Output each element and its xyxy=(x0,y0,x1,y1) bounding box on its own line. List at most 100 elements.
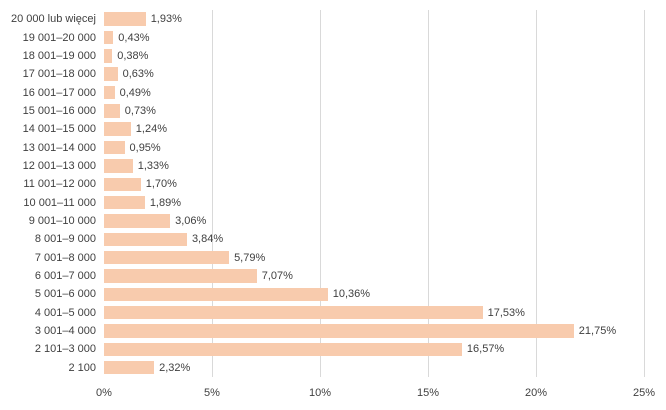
value-label: 17,53% xyxy=(487,306,525,319)
bar-row: 7 001–8 000 5,79% xyxy=(0,248,644,266)
value-label: 3,06% xyxy=(175,214,207,227)
x-tick-label: 20% xyxy=(524,387,548,399)
bar-row: 12 001–13 000 1,33% xyxy=(0,157,644,175)
value-label: 0,73% xyxy=(124,104,156,117)
bar-row: 5 001–6 000 10,36% xyxy=(0,285,644,303)
value-label: 0,49% xyxy=(119,86,151,99)
bar-track: 2,32% xyxy=(104,359,644,377)
bar-track: 1,93% xyxy=(104,10,644,28)
bar-row: 19 001–20 000 0,43% xyxy=(0,28,644,46)
bar-row: 20 000 lub więcej 1,93% xyxy=(0,10,644,28)
category-label: 18 001–19 000 xyxy=(22,49,96,62)
category-label: 13 001–14 000 xyxy=(22,141,96,154)
bar xyxy=(104,195,145,210)
bar xyxy=(104,122,131,136)
category-label: 14 001–15 000 xyxy=(22,123,96,136)
bar-row: 3 001–4 000 21,75% xyxy=(0,322,644,340)
bar-row: 9 001–10 000 3,06% xyxy=(0,212,644,230)
value-label: 0,63% xyxy=(122,68,154,81)
bar-row: 15 001–16 000 0,73% xyxy=(0,102,644,120)
gridline xyxy=(212,10,213,377)
value-label: 0,95% xyxy=(129,141,161,154)
gridlines xyxy=(104,10,645,377)
x-tick-label: 5% xyxy=(204,387,220,399)
bar-row: 2 100 2,32% xyxy=(0,359,644,377)
category-label: 6 001–7 000 xyxy=(34,269,96,282)
value-label: 0,43% xyxy=(118,31,150,44)
bar-track: 1,33% xyxy=(104,157,644,175)
value-label: 0,38% xyxy=(117,49,149,62)
x-axis: 0% 5% 10% 15% 20% 25% xyxy=(96,387,655,403)
x-tick-label: 15% xyxy=(416,387,440,399)
bar xyxy=(104,85,115,100)
category-label: 20 000 lub więcej xyxy=(10,13,96,26)
bar xyxy=(104,140,125,155)
bar-track: 0,38% xyxy=(104,47,644,65)
bar-track: 0,49% xyxy=(104,83,644,101)
bar xyxy=(104,12,146,26)
bar xyxy=(104,159,133,173)
value-label: 1,93% xyxy=(150,13,182,26)
value-label: 16,57% xyxy=(466,343,505,356)
category-label: 17 001–18 000 xyxy=(22,68,96,81)
bar xyxy=(104,360,155,375)
bar xyxy=(104,67,118,81)
bar xyxy=(104,250,230,265)
x-tick-label: 25% xyxy=(632,387,656,399)
bar xyxy=(104,30,114,45)
value-label: 1,24% xyxy=(135,123,167,136)
category-label: 10 001–11 000 xyxy=(23,196,96,209)
category-label: 9 001–10 000 xyxy=(28,214,96,227)
bar-row: 8 001–9 000 3,84% xyxy=(0,230,644,248)
bar-row: 18 001–19 000 0,38% xyxy=(0,47,644,65)
value-label: 2,32% xyxy=(159,361,191,374)
value-label: 7,07% xyxy=(261,269,293,282)
category-label: 5 001–6 000 xyxy=(34,288,96,301)
category-label: 4 001–5 000 xyxy=(34,306,96,319)
bar-track: 21,75% xyxy=(104,322,644,340)
value-label: 1,33% xyxy=(137,159,169,172)
bar xyxy=(104,287,328,302)
category-label: 11 001–12 000 xyxy=(23,178,96,191)
bar xyxy=(104,214,171,228)
bar-row: 10 001–11 000 1,89% xyxy=(0,193,644,211)
bar-row: 6 001–7 000 7,07% xyxy=(0,267,644,285)
bar xyxy=(104,324,574,338)
bar-track: 5,79% xyxy=(104,248,644,266)
value-label: 1,70% xyxy=(145,178,177,191)
value-label: 3,84% xyxy=(191,233,224,246)
bar-track: 16,57% xyxy=(104,340,644,358)
value-label: 1,89% xyxy=(149,196,182,209)
bar xyxy=(104,342,462,357)
bar-track: 0,73% xyxy=(104,102,644,120)
x-tick-label: 0% xyxy=(96,387,112,399)
bar-track: 1,24% xyxy=(104,120,644,138)
category-label: 7 001–8 000 xyxy=(34,251,96,264)
chart-rows: 20 000 lub więcej 1,93% 19 001–20 000 0,43%… xyxy=(0,10,644,377)
bar-row: 14 001–15 000 1,24% xyxy=(0,120,644,138)
category-label: 2 100 xyxy=(68,361,96,374)
bar-row: 17 001–18 000 0,63% xyxy=(0,65,644,83)
category-label: 19 001–20 000 xyxy=(22,31,96,44)
bar xyxy=(104,104,120,118)
bar-track: 0,95% xyxy=(104,138,644,156)
bar xyxy=(104,232,187,247)
bar xyxy=(104,49,113,63)
bar-track: 1,89% xyxy=(104,193,644,211)
bar xyxy=(104,305,483,320)
bar-row: 16 001–17 000 0,49% xyxy=(0,83,644,101)
value-label: 10,36% xyxy=(332,288,371,301)
category-label: 3 001–4 000 xyxy=(34,325,96,338)
category-label: 15 001–16 000 xyxy=(22,104,96,117)
category-label: 12 001–13 000 xyxy=(22,159,96,172)
bar xyxy=(104,177,141,192)
bar-row: 11 001–12 000 1,70% xyxy=(0,175,644,193)
bar-track: 0,43% xyxy=(104,28,644,46)
bar-track: 7,07% xyxy=(104,267,644,285)
bar-track: 3,84% xyxy=(104,230,644,248)
bar xyxy=(104,269,257,283)
bar-track: 1,70% xyxy=(104,175,644,193)
bar-track: 3,06% xyxy=(104,212,644,230)
value-label: 21,75% xyxy=(578,325,617,338)
